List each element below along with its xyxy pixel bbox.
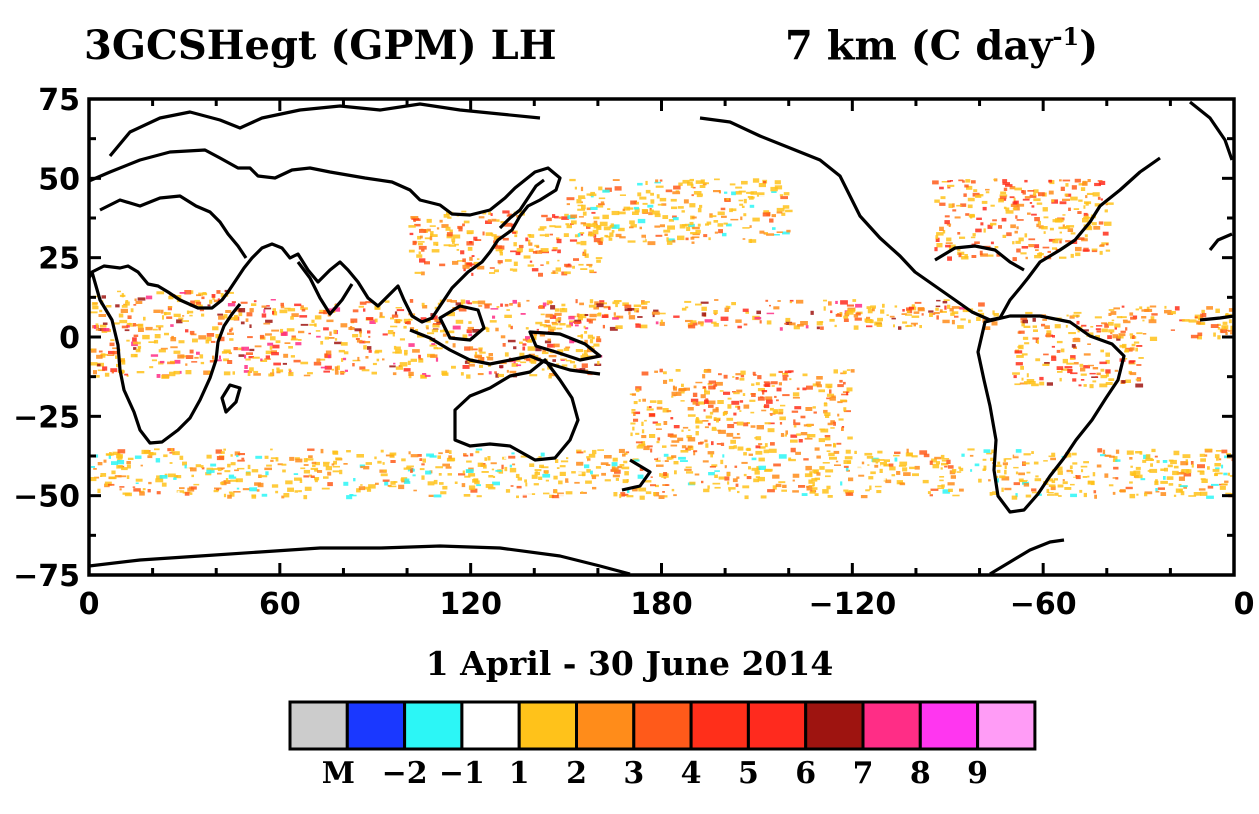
coastline-antarctica-east — [89, 544, 631, 575]
rain-band — [932, 178, 1114, 262]
y-axis-labels: 75 50 25 0 −25 −50 −75 — [13, 83, 80, 594]
colorbar-tick-label: −1 — [439, 756, 485, 791]
colorbar-swatch — [403, 700, 464, 751]
latent-heating-field — [89, 178, 1234, 500]
colorbar-swatch — [918, 700, 980, 751]
colorbar-labels: M −2 −1 1 2 3 4 5 6 7 8 9 — [322, 756, 988, 791]
units-close: ) — [1079, 22, 1099, 70]
coastline-antarctica-west — [989, 538, 1065, 575]
coastline-japan — [498, 178, 545, 230]
y-tick-label: −25 — [13, 400, 80, 435]
coastline-new-zealand — [621, 458, 652, 492]
colorbar-swatch — [575, 700, 636, 751]
colorbar-swatch — [976, 700, 1037, 751]
colorbar-tick-label: 9 — [967, 756, 988, 791]
colorbar-tick-label: −2 — [382, 756, 428, 791]
rain-band — [569, 299, 999, 331]
coastline-africa-eurasia — [89, 148, 562, 324]
colorbar-tick-label: 6 — [795, 756, 816, 791]
map-title: 3GCSHegt (GPM) LH — [84, 22, 557, 69]
colorbar-tick-label: 1 — [509, 756, 530, 791]
colorbar-tick-label: 8 — [910, 756, 931, 791]
rain-band — [1012, 311, 1144, 389]
x-tick-label: 0 — [1234, 587, 1255, 622]
y-tick-label: −50 — [13, 480, 80, 515]
colorbar-tick-label: 5 — [738, 756, 759, 791]
coastline-europe — [99, 194, 248, 259]
date-range-label: 1 April - 30 June 2014 — [425, 644, 834, 683]
colorbar-swatch — [345, 700, 407, 751]
coastline-australia — [453, 358, 580, 462]
coastline-india — [296, 261, 354, 316]
coastline-south-america — [976, 314, 1126, 514]
colorbar-swatch — [804, 700, 865, 751]
rain-band — [89, 448, 1234, 500]
coastline-borneo — [438, 304, 486, 342]
x-tick-label: 0 — [79, 587, 100, 622]
x-tick-label: −60 — [1010, 587, 1077, 622]
y-tick-label: 75 — [38, 83, 80, 118]
coastlines — [89, 100, 1234, 575]
x-tick-label: −120 — [808, 587, 896, 622]
units-exponent: -1 — [1052, 22, 1080, 51]
y-tick-label: 50 — [38, 162, 80, 197]
colorbar-tick-label: 4 — [681, 756, 702, 791]
colorbar-swatch — [632, 700, 693, 751]
rain-band — [566, 178, 794, 246]
coastline-africa-south — [90, 271, 242, 445]
y-tick-label: 0 — [59, 321, 80, 356]
rain-band — [629, 368, 855, 453]
map-units-label: 7 km (C day-1) — [785, 22, 1098, 69]
units-text: 7 km (C day — [785, 22, 1053, 70]
colorbar-swatch — [746, 700, 808, 751]
colorbar-tick-label: M — [322, 756, 355, 791]
rain-band — [232, 299, 604, 379]
x-tick-label: 120 — [439, 587, 502, 622]
coastline-madagascar — [220, 383, 242, 414]
x-tick-label: 60 — [259, 587, 301, 622]
coastline-new-guinea — [528, 330, 602, 362]
y-tick-label: −75 — [13, 559, 80, 594]
coastline-greenland — [1189, 100, 1234, 161]
coastline-alaska-north-america — [699, 116, 1161, 322]
axis-ticks — [87, 97, 1236, 577]
coastline-gulf-mexico — [934, 244, 1025, 272]
colorbar-tick-label: 3 — [623, 756, 644, 791]
colorbar — [288, 700, 1037, 751]
x-tick-label: 180 — [630, 587, 693, 622]
rain-band — [1108, 305, 1234, 341]
x-axis-labels: 0 60 120 180 −120 −60 0 — [79, 587, 1255, 622]
colorbar-swatch — [288, 700, 349, 751]
colorbar-swatch — [517, 700, 579, 751]
coastline-indonesia — [409, 328, 601, 376]
colorbar-swatch — [460, 700, 521, 751]
colorbar-tick-label: 7 — [853, 756, 874, 791]
coastline-scandinavia — [108, 102, 541, 158]
coastline-west-africa — [1199, 232, 1234, 322]
rain-band — [89, 289, 238, 379]
colorbar-swatch — [861, 700, 922, 751]
colorbar-swatch — [689, 700, 750, 751]
y-tick-label: 25 — [38, 242, 80, 277]
colorbar-tick-label: 2 — [566, 756, 587, 791]
